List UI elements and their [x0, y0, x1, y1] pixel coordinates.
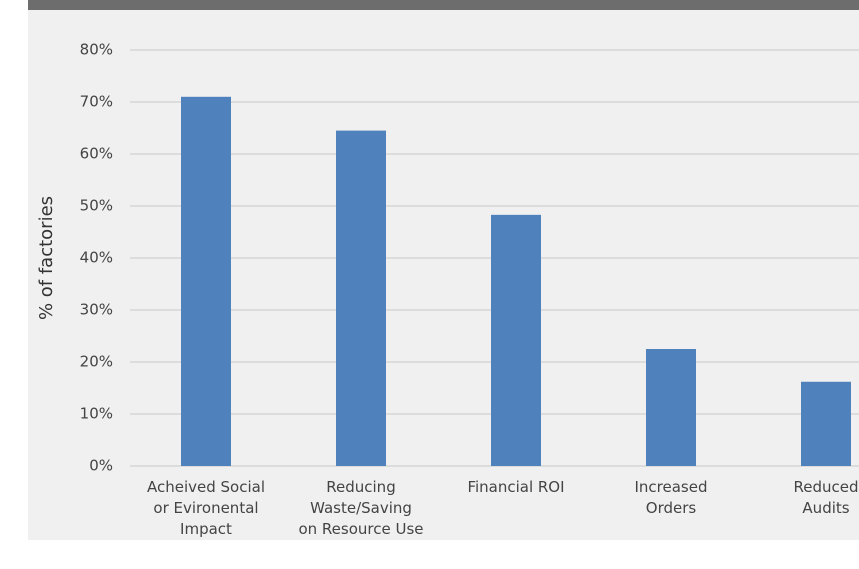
- bar: [801, 381, 851, 466]
- x-tick-label: Increased Orders: [634, 478, 708, 517]
- chart-panel: [28, 0, 859, 540]
- bar: [646, 349, 696, 466]
- bar: [181, 96, 231, 467]
- header-band: [28, 0, 859, 10]
- bar: [336, 130, 386, 466]
- y-tick-label: 60%: [80, 145, 113, 163]
- y-axis-title: % of factories: [36, 196, 57, 320]
- bar: [491, 214, 541, 466]
- x-tick-label: Reducing Waste/Saving on Resource Use: [298, 478, 424, 538]
- x-tick-label: Reduced Audits: [793, 478, 859, 517]
- y-tick-label: 40%: [80, 249, 113, 267]
- y-tick-label: 20%: [80, 353, 113, 371]
- y-tick-label: 50%: [80, 197, 113, 215]
- y-tick-label: 30%: [80, 301, 113, 319]
- y-tick-label: 0%: [89, 457, 113, 475]
- y-tick-label: 70%: [80, 93, 113, 111]
- x-tick-label: Acheived Social or Evironental Impact: [146, 478, 265, 538]
- y-tick-label: 10%: [80, 405, 113, 423]
- x-tick-label: Financial ROI: [467, 478, 565, 496]
- y-tick-label: 80%: [80, 41, 113, 59]
